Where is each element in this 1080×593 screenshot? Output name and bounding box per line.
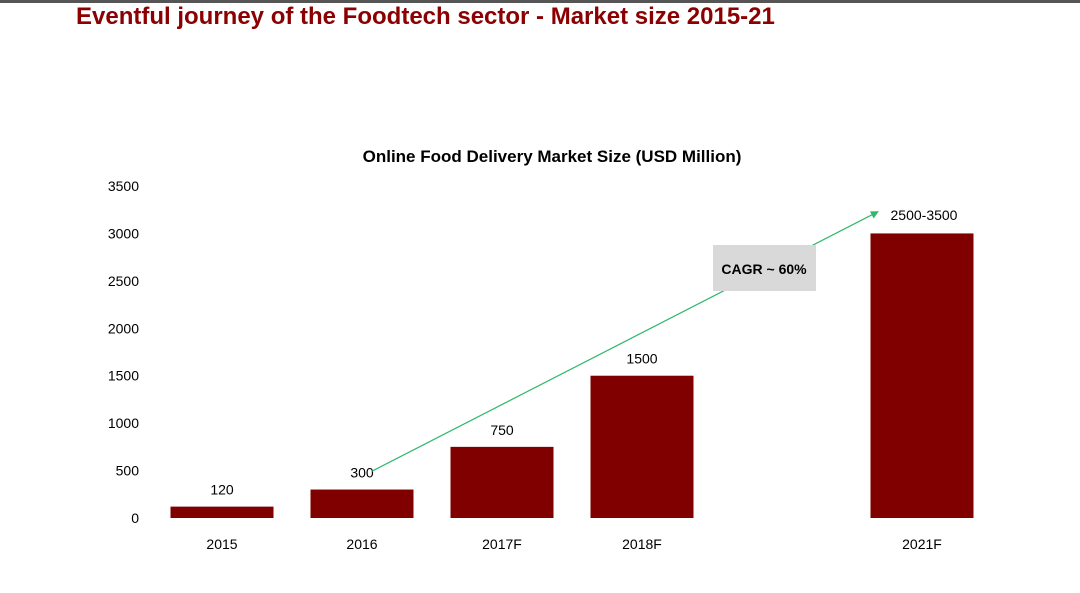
y-tick-label: 500 [116, 463, 140, 479]
bar-2015 [170, 506, 274, 518]
cagr-label: CAGR ~ 60% [721, 261, 807, 277]
data-label: 120 [210, 482, 234, 498]
x-tick-label: 2021F [902, 536, 942, 552]
y-tick-label: 0 [131, 510, 139, 526]
y-tick-label: 3500 [108, 178, 139, 194]
x-axis: 2015 2016 2017F 2018F 2021F [206, 536, 941, 552]
cagr-annotation: CAGR ~ 60% [371, 211, 879, 472]
cagr-box [713, 245, 816, 291]
x-tick-label: 2015 [206, 536, 237, 552]
chart-title: Online Food Delivery Market Size (USD Mi… [363, 147, 742, 166]
bar-2017f [450, 446, 554, 518]
x-tick-label: 2017F [482, 536, 522, 552]
data-label: 1500 [626, 351, 657, 367]
x-tick-label: 2018F [622, 536, 662, 552]
bar-2018f [590, 375, 694, 518]
x-tick-label: 2016 [346, 536, 377, 552]
y-axis: 0 500 1000 1500 2000 2500 3000 3500 [108, 178, 139, 526]
bars [170, 233, 974, 518]
data-label: 2500-3500 [891, 207, 958, 223]
bar-labels: 120 300 750 1500 2500-3500 [210, 207, 957, 498]
y-tick-label: 2000 [108, 320, 139, 336]
y-tick-label: 1500 [108, 368, 139, 384]
y-tick-label: 3000 [108, 225, 139, 241]
y-tick-label: 1000 [108, 415, 139, 431]
data-label: 300 [350, 465, 374, 481]
bar-2016 [310, 489, 414, 518]
y-tick-label: 2500 [108, 273, 139, 289]
top-rule [0, 0, 1080, 3]
bar-2021f [870, 233, 974, 518]
data-label: 750 [490, 422, 514, 438]
slide-title: Eventful journey of the Foodtech sector … [76, 3, 775, 30]
